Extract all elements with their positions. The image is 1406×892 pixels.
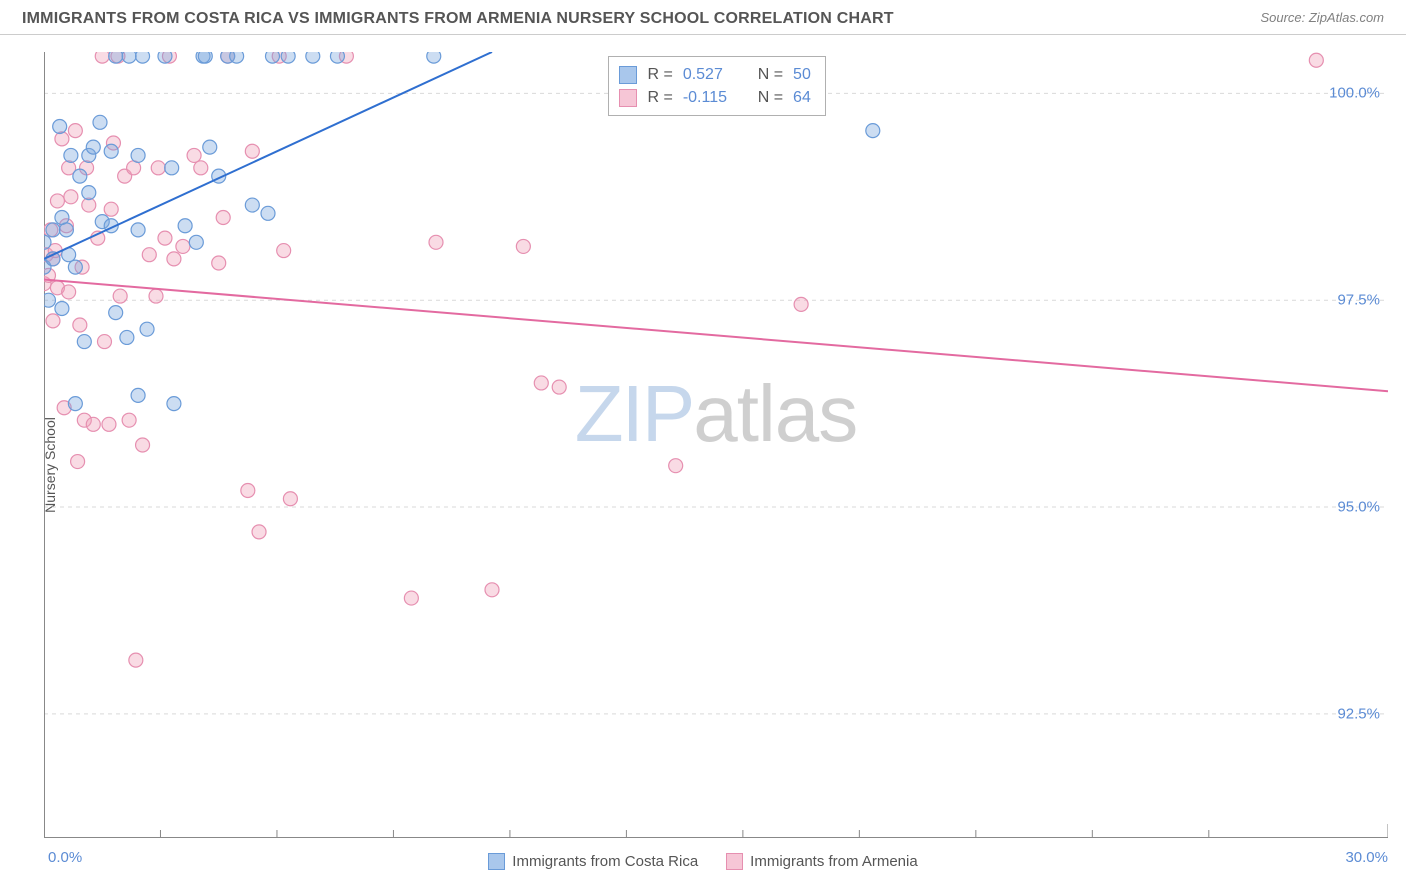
series-legend: Immigrants from Costa Rica Immigrants fr… xyxy=(0,853,1406,870)
stat-legend-row: R = -0.115 N = 64 xyxy=(619,86,810,109)
legend-swatch-armenia xyxy=(726,853,743,870)
y-tick-label: 100.0% xyxy=(1329,85,1380,102)
chart-header: IMMIGRANTS FROM COSTA RICA VS IMMIGRANTS… xyxy=(0,0,1406,35)
chart-title: IMMIGRANTS FROM COSTA RICA VS IMMIGRANTS… xyxy=(22,10,894,28)
stat-n-label: N = xyxy=(749,86,783,109)
stat-n-value: 64 xyxy=(793,86,811,109)
stat-swatch-icon xyxy=(619,66,637,84)
correlation-legend: R = 0.527 N = 50R = -0.115 N = 64 xyxy=(608,56,825,116)
stat-n-label: N = xyxy=(749,63,783,86)
stat-r-label: R = xyxy=(647,63,672,86)
stat-r-label: R = xyxy=(647,86,672,109)
legend-label-costa-rica: Immigrants from Costa Rica xyxy=(512,853,698,870)
legend-item-costa-rica: Immigrants from Costa Rica xyxy=(488,853,698,870)
stat-n-value: 50 xyxy=(793,63,811,86)
legend-label-armenia: Immigrants from Armenia xyxy=(750,853,918,870)
scatter-plot-svg xyxy=(44,52,1388,838)
legend-swatch-costa-rica xyxy=(488,853,505,870)
stat-r-value: 0.527 xyxy=(683,63,739,86)
y-tick-label: 92.5% xyxy=(1337,705,1380,722)
chart-area: Nursery School ZIPatlas R = 0.527 N = 50… xyxy=(0,38,1406,892)
y-tick-label: 97.5% xyxy=(1337,292,1380,309)
stat-swatch-icon xyxy=(619,89,637,107)
y-tick-label: 95.0% xyxy=(1337,499,1380,516)
plot-region: ZIPatlas R = 0.527 N = 50R = -0.115 N = … xyxy=(44,52,1388,838)
source-label: Source: ZipAtlas.com xyxy=(1260,10,1384,25)
legend-item-armenia: Immigrants from Armenia xyxy=(726,853,918,870)
stat-r-value: -0.115 xyxy=(683,86,739,109)
stat-legend-row: R = 0.527 N = 50 xyxy=(619,63,810,86)
